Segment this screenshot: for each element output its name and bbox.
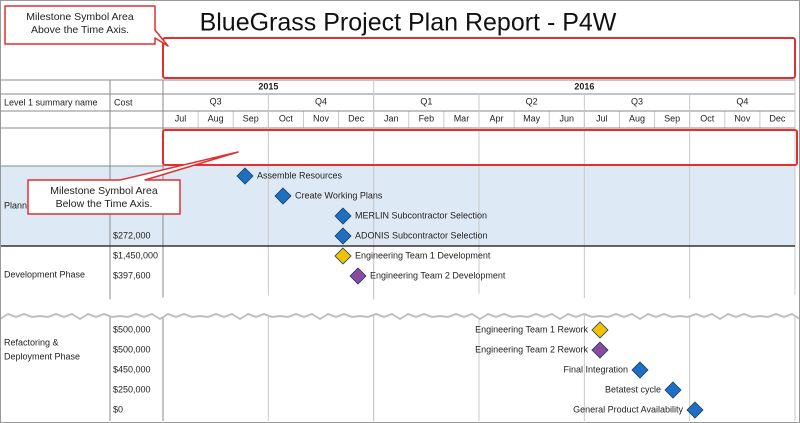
group-background (0, 320, 795, 421)
table: Level 1 summary name Cost 2015 2016 Q3 Q4 Q1 Q2… (0, 79, 796, 421)
callout-text: Milestone Symbol Area (26, 11, 134, 23)
month-label: May (523, 113, 541, 123)
month-label: Mar (454, 113, 470, 123)
quarter-label: Q3 (210, 96, 222, 106)
milestone-label: Engineering Team 2 Development (370, 270, 506, 280)
cost: $500,000 (113, 344, 151, 354)
milestone-diamond (236, 167, 254, 185)
month-label: Nov (734, 113, 751, 123)
cost: $450,000 (113, 364, 151, 374)
milestone-diamond (686, 401, 704, 419)
quarter-label: Q4 (736, 96, 748, 106)
milestone-diamond (664, 381, 682, 399)
cost: $272,000 (113, 230, 151, 240)
group-name: Refactoring & (4, 337, 59, 347)
cost: $250,000 (113, 384, 151, 394)
month-label: Dec (769, 113, 786, 123)
year-label: 2015 (258, 81, 278, 91)
month-label: Apr (490, 113, 504, 123)
month-label: Oct (279, 113, 294, 123)
cost: $0 (113, 404, 123, 414)
month-label: Feb (419, 113, 435, 123)
milestone-diamond (591, 341, 609, 359)
milestone-diamond (631, 361, 649, 379)
report-title: BlueGrass Project Plan Report - P4W (200, 9, 617, 37)
month-label: Jul (596, 113, 608, 123)
milestone-label: Assemble Resources (257, 170, 343, 180)
quarter-label: Q1 (420, 96, 432, 106)
month-label: Nov (313, 113, 330, 123)
milestone-label: ADONIS Subcontractor Selection (355, 230, 488, 240)
callout-box (27, 151, 239, 215)
milestone-label: Final Integration (563, 364, 628, 374)
milestone-label: Engineering Team 2 Rework (475, 344, 588, 354)
above-area (162, 37, 796, 79)
cost: $1,450,000 (113, 250, 158, 260)
month-label: Oct (700, 113, 715, 123)
milestone-label: Engineering Team 1 Development (355, 250, 491, 260)
quarter-label: Q3 (631, 96, 643, 106)
month-label: Sep (664, 113, 680, 123)
month-label: Jan (384, 113, 399, 123)
milestone-label: General Product Availability (573, 404, 683, 414)
milestone-label: Betatest cycle (605, 384, 661, 394)
milestone-diamond (274, 187, 292, 205)
callout-box (4, 5, 169, 47)
cost: $500,000 (113, 324, 151, 334)
month-label: Jul (175, 113, 187, 123)
milestone-diamond (334, 227, 352, 245)
group-name: Deployment Phase (4, 351, 80, 361)
cost: $397,600 (113, 270, 151, 280)
callout-text: Above the Time Axis. (31, 24, 129, 36)
below-area (162, 129, 798, 166)
group-name: Development Phase (4, 269, 85, 279)
month-label: Jun (560, 113, 575, 123)
milestone-diamond (349, 267, 367, 285)
milestone-diamond (591, 321, 609, 339)
cost-header: Cost (114, 97, 133, 107)
month-label: Dec (348, 113, 365, 123)
quarter-label: Q2 (526, 96, 538, 106)
milestone-label: Create Working Plans (295, 190, 383, 200)
callout-text: Below the Time Axis. (56, 198, 153, 210)
torn-edge (0, 293, 800, 318)
month-label: Sep (243, 113, 259, 123)
milestone-diamond (334, 207, 352, 225)
month-label: Aug (208, 113, 224, 123)
group-name: Plann (4, 200, 27, 210)
year-label: 2016 (574, 81, 594, 91)
callout-text: Milestone Symbol Area (50, 185, 158, 197)
header-background (0, 80, 795, 128)
month-label: Aug (629, 113, 645, 123)
quarter-label: Q4 (315, 96, 327, 106)
milestone-diamond (334, 247, 352, 265)
milestone-label: MERLIN Subcontractor Selection (355, 210, 487, 220)
name-header: Level 1 summary name (4, 97, 98, 107)
milestone-label: Engineering Team 1 Rework (475, 324, 588, 334)
